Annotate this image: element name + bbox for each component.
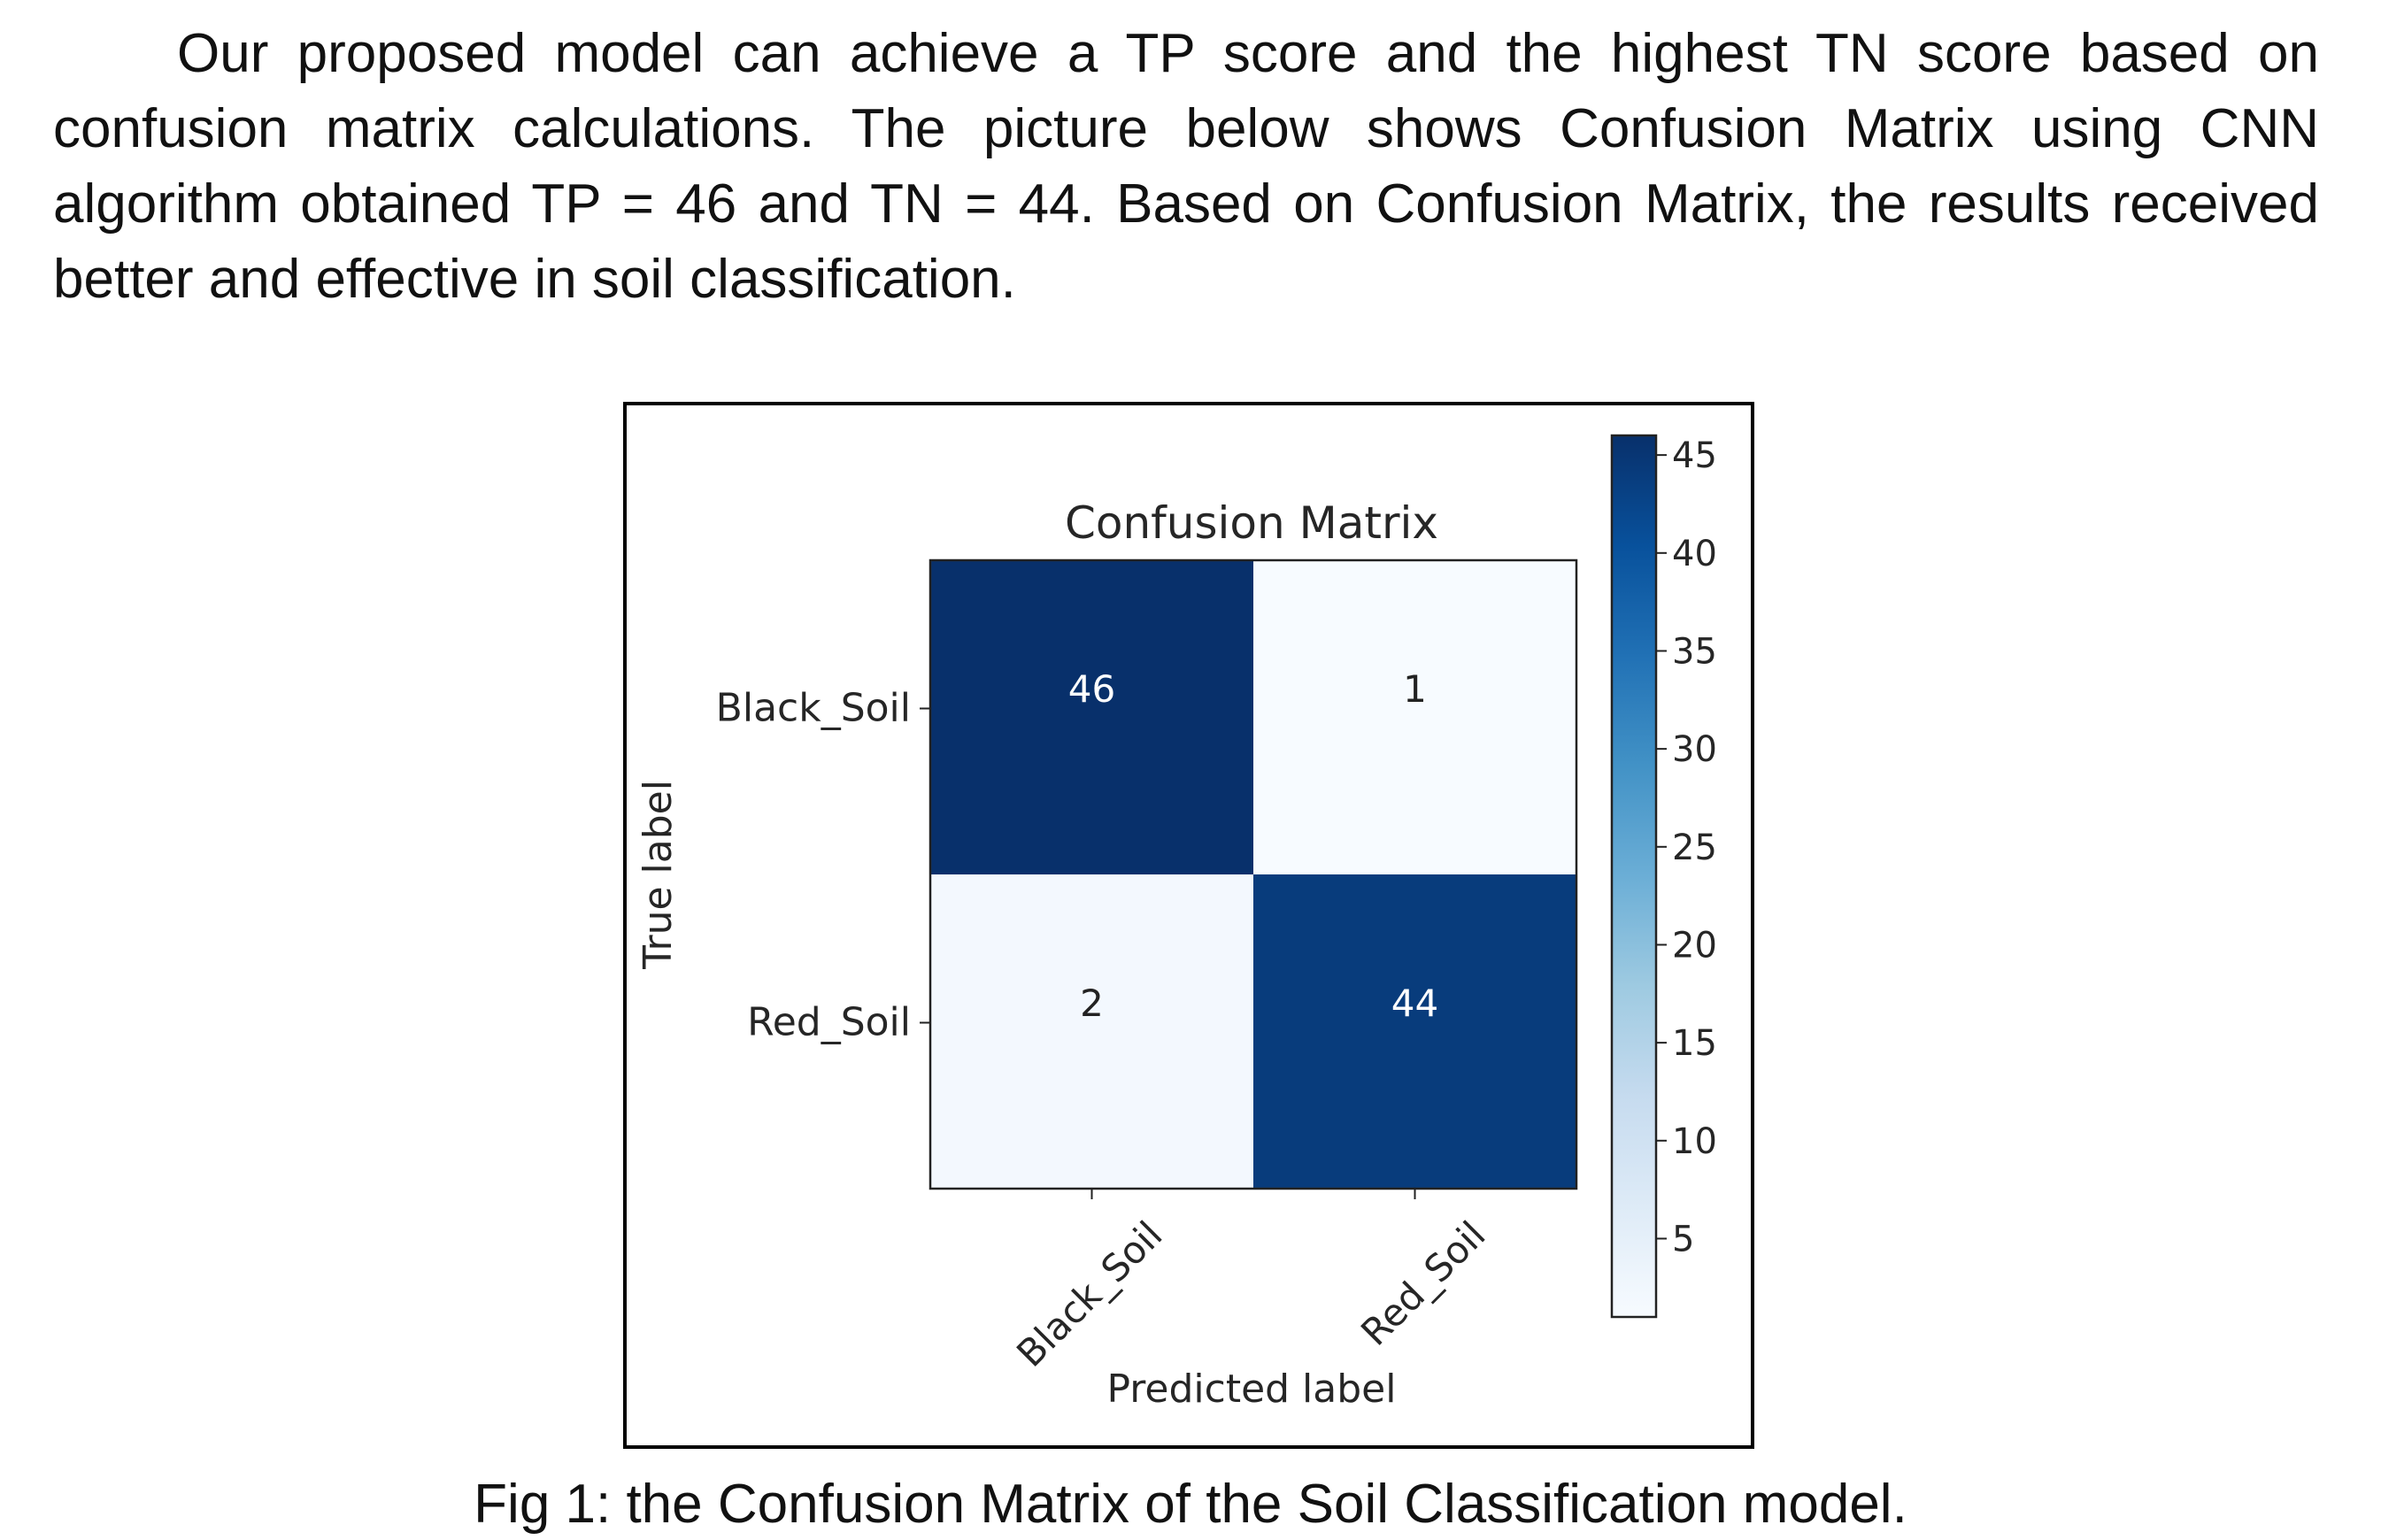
cell-value-label: 1	[1403, 667, 1427, 711]
cell-value-label: 2	[1080, 982, 1104, 1025]
matrix-cells: 46 1 2 44	[929, 558, 1578, 1190]
matrix-cell	[930, 874, 1253, 1189]
matrix-cell	[1253, 874, 1576, 1189]
colorbar: 5 10 15 20 25 30 35 40 45	[1610, 434, 1717, 1319]
colorbar-gradient	[1610, 434, 1658, 1319]
x-tick-label: Black_Soil	[1008, 1213, 1170, 1374]
y-tick-label: Red_Soil	[747, 1000, 911, 1045]
confusion-matrix-chart: Confusion Matrix Predicted label True la…	[636, 434, 1717, 1412]
colorbar-tick-label: 35	[1672, 631, 1717, 672]
colorbar-tick-label: 30	[1672, 729, 1717, 770]
cell-value-label: 46	[1068, 667, 1115, 711]
matrix-cell	[930, 560, 1253, 874]
body-paragraph: Our proposed model can achieve a TP scor…	[53, 23, 2319, 310]
colorbar-tick-label: 40	[1672, 534, 1717, 574]
figure-caption: Fig 1: the Confusion Matrix of the Soil …	[474, 1474, 1907, 1535]
colorbar-tick-label: 15	[1672, 1023, 1717, 1064]
colorbar-tick-label: 10	[1672, 1121, 1717, 1162]
colorbar-tick-label: 45	[1672, 435, 1717, 476]
x-tick-label: Red_Soil	[1352, 1213, 1493, 1353]
colorbar-tick-label: 20	[1672, 925, 1717, 966]
x-axis-label: Predicted label	[1107, 1367, 1397, 1412]
matrix-border	[929, 558, 1578, 1190]
y-axis-label: True label	[636, 780, 681, 970]
matrix-cell	[1253, 560, 1576, 874]
y-tick-label: Black_Soil	[716, 686, 911, 731]
cell-value-label: 44	[1391, 982, 1438, 1025]
chart-title: Confusion Matrix	[1065, 497, 1438, 549]
colorbar-tick-label: 25	[1672, 828, 1717, 868]
colorbar-tick-label: 5	[1672, 1219, 1694, 1259]
figure-frame: Confusion Matrix Predicted label True la…	[623, 402, 1754, 1449]
